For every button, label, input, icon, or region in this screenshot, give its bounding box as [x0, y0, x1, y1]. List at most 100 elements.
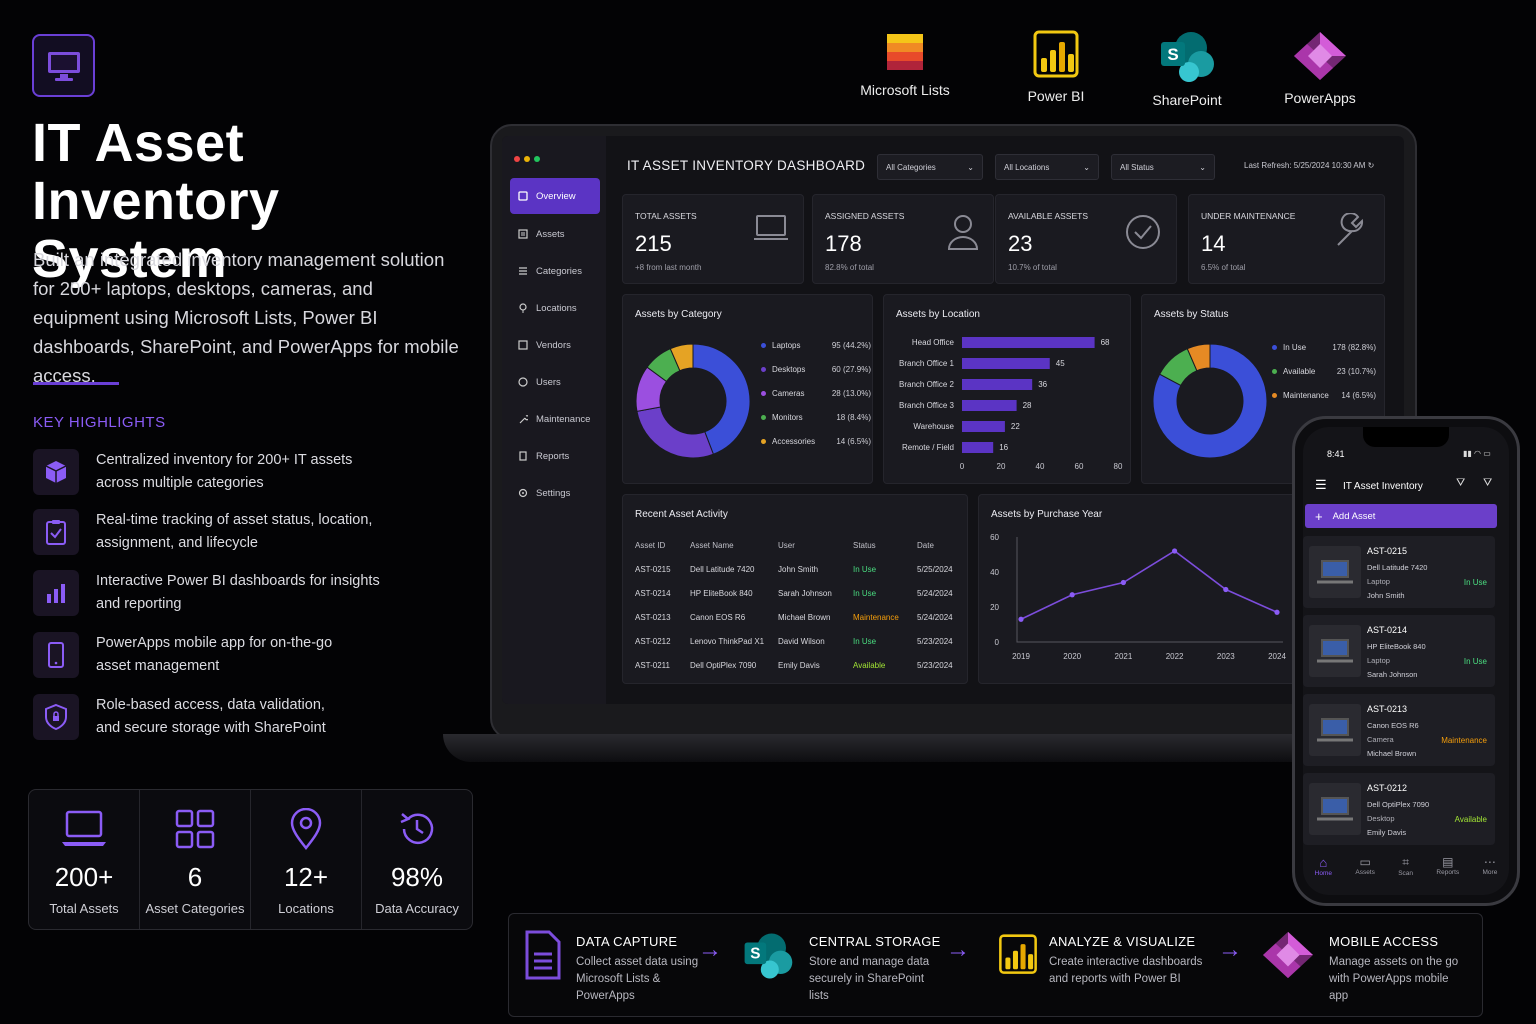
filter-status[interactable]: All Status ⌄ — [1111, 154, 1215, 180]
sidebar-item-maintenance[interactable]: Maintenance — [510, 406, 600, 432]
history-icon — [400, 813, 434, 845]
process-step-mobile-access: MOBILE ACCESS Manage assets on the go wit… — [1261, 930, 1491, 1010]
legend-value: 95 (44.2%) — [831, 341, 871, 350]
phone-list-item[interactable]: AST-0215 Dell Latitude 7420 Laptop John Smi… — [1303, 536, 1495, 608]
phone-time: 8:41 — [1327, 449, 1345, 459]
map-pin-icon — [519, 303, 527, 313]
arrow-icon: → — [698, 936, 722, 963]
sharepoint-icon: S — [1161, 32, 1214, 82]
legend-swatch — [1272, 369, 1277, 374]
list-icon — [518, 229, 528, 239]
legend-swatch — [761, 439, 766, 444]
legend-swatch — [761, 367, 766, 372]
location-bar-chart: Head Office 68 Branch Office 1 45 Branch Off… — [899, 337, 1123, 471]
window-controls[interactable] — [514, 156, 540, 162]
bar — [962, 421, 1005, 432]
process-step-central-storage: S CENTRAL STORAGE Store and manage data s… — [741, 930, 971, 1010]
cell-user: Sarah Johnson — [778, 588, 832, 598]
legend-swatch — [761, 415, 766, 420]
phone-list-item[interactable]: AST-0214 HP EliteBook 840 Laptop Sarah John… — [1303, 615, 1495, 687]
sidebar-item-settings[interactable]: Settings — [510, 480, 600, 506]
legend-value: 23 (10.7%) — [1336, 367, 1376, 376]
bar-chart-icon — [33, 570, 79, 616]
x-tick-label: 2023 — [1217, 652, 1235, 661]
menu-icon[interactable]: ☰ — [1315, 477, 1327, 492]
phone-list-item[interactable]: AST-0213 Canon EOS R6 Camera Michael Brown M… — [1303, 694, 1495, 766]
plus-icon: + — [1315, 508, 1323, 524]
sidebar-item-reports[interactable]: Reports — [510, 443, 600, 469]
highlight-item: Interactive Power BI dashboards for insi… — [33, 570, 453, 616]
clipboard-check-icon — [33, 509, 79, 555]
kpi-under-maintenance: UNDER MAINTENANCE 14 6.5% of total — [1188, 194, 1385, 284]
sidebar-item-overview[interactable]: Overview — [510, 178, 600, 214]
cell-user: John Smith — [778, 564, 819, 574]
table-row[interactable]: AST-0213 Canon EOS R6 Michael Brown Mainten… — [635, 605, 957, 629]
sidebar-item-users[interactable]: Users — [510, 369, 600, 395]
status-badge: In Use — [853, 588, 877, 598]
sidebar-item-assets[interactable]: Assets — [510, 221, 600, 247]
tab-home[interactable]: ⌂ Home — [1314, 855, 1333, 877]
table-row[interactable]: AST-0215 Dell Latitude 7420 John Smith In U… — [635, 557, 957, 581]
add-asset-button[interactable]: + Add Asset — [1305, 504, 1497, 528]
sidebar-item-locations[interactable]: Locations — [510, 295, 600, 321]
pie-slice — [1152, 343, 1268, 459]
table-row[interactable]: AST-0212 Lenovo ThinkPad X1 David Wilson In… — [635, 629, 957, 653]
more-icon: ⋯ — [1483, 855, 1496, 869]
chevron-down-icon: ⌄ — [1199, 162, 1206, 172]
refresh-icon[interactable]: ↻ — [1367, 161, 1375, 170]
chevron-down-icon: ⌄ — [967, 162, 974, 172]
x-tick-label: 40 — [1036, 462, 1045, 471]
legend-label: Available — [1283, 367, 1316, 376]
asset-user: Emily Davis — [1367, 828, 1407, 837]
bar — [962, 442, 994, 453]
tab-assets[interactable]: ▭ Assets — [1355, 855, 1375, 876]
hero-description: Built an integrated inventory management… — [33, 249, 459, 386]
cell-asset-name: HP EliteBook 840 — [690, 588, 753, 598]
filter-icon[interactable]: ⛛ — [1483, 477, 1493, 489]
filter-locations[interactable]: All Locations ⌄ — [995, 154, 1099, 180]
laptop-icon — [1309, 546, 1361, 598]
status-badge: Maintenance — [1441, 736, 1487, 745]
legend-label: Desktops — [772, 365, 806, 374]
filter-categories[interactable]: All Categories ⌄ — [877, 154, 983, 180]
stat-data-accuracy: 98% Data Accuracy — [362, 790, 472, 929]
filter-icon[interactable]: ⛛ — [1456, 477, 1466, 489]
y-tick-label: 0 — [995, 638, 1000, 647]
status-badge: In Use — [1463, 578, 1487, 587]
series-line — [1020, 550, 1278, 620]
bar — [962, 379, 1033, 390]
product-sharepoint: S SharePoint — [1127, 30, 1247, 108]
phone-list-item[interactable]: AST-0212 Dell OptiPlex 7090 Desktop Emily D… — [1303, 773, 1495, 845]
asset-category: Laptop — [1367, 577, 1390, 586]
x-tick-label: 2020 — [1063, 652, 1081, 661]
bar-value: 45 — [1056, 359, 1065, 368]
status-badge: In Use — [853, 636, 877, 646]
cell-asset-name: Dell OptiPlex 7090 — [690, 660, 757, 670]
x-tick-label: 2024 — [1268, 652, 1286, 661]
table-row[interactable]: AST-0211 Dell OptiPlex 7090 Emily Davis Ava… — [635, 653, 957, 677]
power-bi-icon — [1033, 30, 1079, 78]
data-point — [1274, 609, 1280, 615]
tab-reports[interactable]: ▤ Reports — [1436, 855, 1460, 876]
recent-activity-table: Recent Asset Activity Asset ID Asset Nam… — [622, 494, 968, 684]
sidebar-item-vendors[interactable]: Vendors — [510, 332, 600, 358]
tab-scan[interactable]: ⌗ Scan — [1398, 855, 1414, 877]
data-point — [1069, 592, 1075, 598]
table-row[interactable]: AST-0214 HP EliteBook 840 Sarah Johnson In … — [635, 581, 957, 605]
tab-more[interactable]: ⋯ More — [1482, 855, 1498, 876]
legend-value: 14 (6.5%) — [1341, 391, 1376, 400]
x-tick-label: 20 — [997, 462, 1006, 471]
sidebar-item-categories[interactable]: Categories — [510, 258, 600, 284]
cell-user: David Wilson — [778, 636, 825, 646]
data-point — [1018, 616, 1024, 622]
cell-user: Emily Davis — [778, 660, 820, 670]
data-point — [1223, 586, 1229, 593]
users-icon — [518, 377, 528, 387]
legend-item: Available 23 (10.7%) — [1272, 367, 1376, 376]
asset-id: AST-0215 — [1367, 546, 1408, 556]
y-tick-label: 60 — [990, 533, 999, 542]
highlight-item: PowerApps mobile app for on-the-go asset … — [33, 632, 453, 678]
scan-icon: ⌗ — [1402, 855, 1410, 869]
phone-app-title: IT Asset Inventory — [1343, 481, 1423, 492]
asset-id: AST-0212 — [1367, 783, 1408, 793]
